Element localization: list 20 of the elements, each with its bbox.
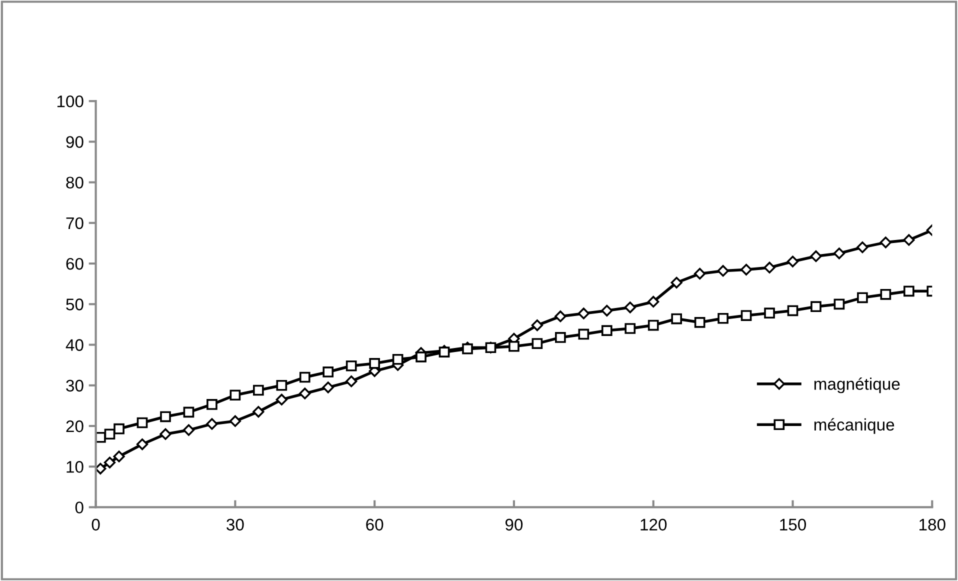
y-tick-label: 90 [66, 136, 84, 148]
y-tick-label: 60 [66, 258, 84, 270]
y-tick-label: 40 [66, 339, 84, 351]
x-tick-label: 180 [920, 518, 946, 531]
y-tick-label: 80 [66, 176, 84, 189]
x-tick-label: 0 [92, 518, 100, 531]
y-tick-label: 20 [66, 420, 84, 432]
x-tick-label: 60 [366, 518, 384, 531]
y-tick-label: 30 [66, 380, 84, 392]
y-tick-label: 0 [75, 502, 84, 514]
y-tick-label: 10 [66, 461, 84, 473]
y-tick-label: 100 [57, 95, 84, 108]
legend-label: magnétique [814, 377, 900, 394]
legend-label: mécanique [814, 418, 894, 434]
x-tick-label: 120 [640, 518, 667, 531]
y-tick-label: 70 [66, 217, 84, 230]
x-tick-label: 150 [780, 518, 806, 531]
y-tick-label: 50 [66, 298, 84, 310]
x-tick-label: 30 [226, 518, 244, 531]
x-tick-label: 90 [505, 518, 523, 531]
